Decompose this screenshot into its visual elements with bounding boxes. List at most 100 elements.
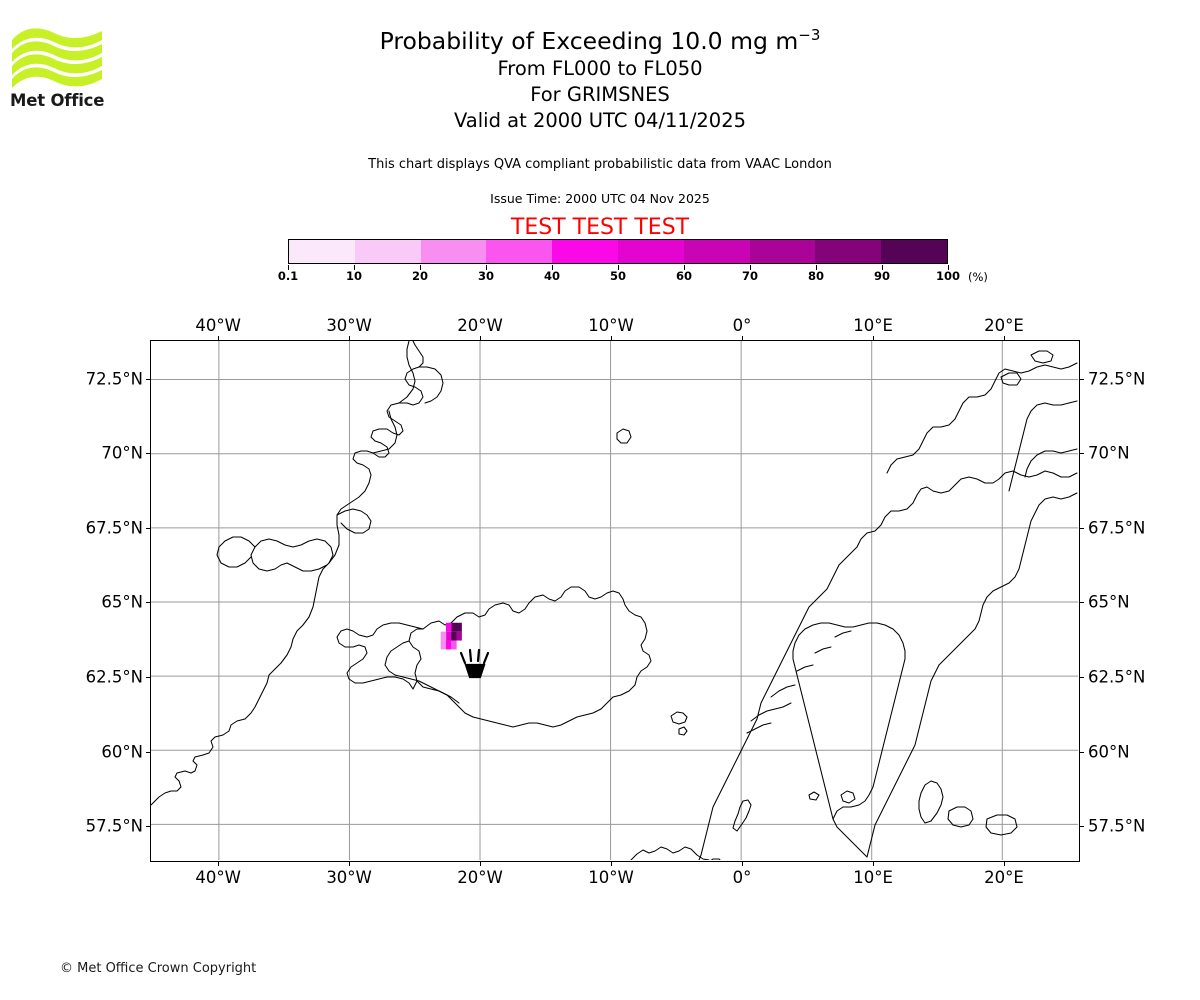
test-banner: TEST TEST TEST — [510, 215, 690, 240]
lon-tickmark-bottom-0 — [218, 862, 220, 866]
chart-title-block: Probability of Exceeding 10.0 mg m−3 Fro… — [130, 26, 1070, 134]
colorbar-tick-label-10: 100 — [935, 269, 961, 283]
lon-tickmark-top-6 — [1004, 336, 1006, 340]
colorbar-swatch-8 — [815, 240, 882, 263]
title-valid-time: Valid at 2000 UTC 04/11/2025 — [453, 109, 747, 132]
met-office-logo: Met Office — [10, 24, 114, 116]
lat-tick-label-right-3: 65°N — [1088, 592, 1130, 612]
lat-tick-label-left-1: 70°N — [101, 443, 143, 463]
lat-tick-label-right-6: 57.5°N — [1088, 816, 1146, 836]
colorbar-tick-0 — [288, 265, 289, 270]
colorbar-tick-label-2: 20 — [411, 269, 429, 283]
title-volcano: For GRIMSNES — [530, 83, 670, 106]
colorbar-swatch-4 — [552, 240, 618, 263]
colorbar-tick-label-5: 50 — [609, 269, 627, 283]
ash-cell-1 — [456, 622, 462, 632]
colorbar-tick-7 — [750, 265, 751, 270]
map-canvas — [151, 341, 1078, 860]
lon-tickmark-bottom-4 — [742, 862, 744, 866]
lat-tick-label-left-4: 62.5°N — [85, 667, 143, 687]
lon-tick-label-bottom-3: 10°W — [588, 868, 634, 887]
lat-tick-label-left-6: 57.5°N — [85, 816, 143, 836]
colorbar-tick-9 — [882, 265, 883, 270]
ash-cell-3 — [445, 631, 452, 641]
met-office-logo-text: Met Office — [10, 91, 105, 110]
lat-tickmark-left-3 — [146, 602, 150, 604]
lat-tickmark-left-5 — [146, 751, 150, 753]
colorbar-tick-label-7: 70 — [741, 269, 759, 283]
lon-tick-label-bottom-4: 0° — [732, 868, 752, 887]
lon-tick-label-top-1: 30°W — [326, 316, 372, 335]
lon-tickmark-bottom-5 — [873, 862, 875, 866]
lat-tickmark-right-1 — [1080, 453, 1084, 455]
colorbar-tick-8 — [816, 265, 817, 270]
lon-tick-label-bottom-6: 20°E — [984, 868, 1024, 887]
coastlines — [151, 341, 1078, 860]
colorbar-swatch-6 — [683, 240, 750, 263]
lon-tick-label-top-5: 10°E — [853, 316, 893, 335]
colorbar-tick-label-3: 30 — [477, 269, 495, 283]
lat-tickmark-right-6 — [1080, 826, 1084, 828]
colorbar-tick-3 — [486, 265, 487, 270]
colorbar-tick-label-1: 10 — [345, 269, 363, 283]
colorbar-tick-6 — [684, 265, 685, 270]
lon-tickmark-top-3 — [611, 336, 613, 340]
lat-tickmark-left-2 — [146, 527, 150, 529]
lat-tickmark-left-6 — [146, 826, 150, 828]
lon-tick-label-bottom-1: 30°W — [326, 868, 372, 887]
colorbar-tick-labels: 0.1 10 20 30 40 50 60 70 80 90 100 — [278, 269, 960, 285]
lon-tickmark-top-0 — [218, 336, 220, 340]
ash-cell-9 — [451, 640, 457, 650]
lon-tickmark-bottom-2 — [480, 862, 482, 866]
colorbar-swatch-5 — [617, 240, 684, 263]
colorbar-tick-1 — [354, 265, 355, 270]
lat-tick-label-left-3: 65°N — [101, 592, 143, 612]
lat-tick-label-left-2: 67.5°N — [85, 518, 143, 538]
page-title: Probability of Exceeding 10.0 mg m−3 — [130, 26, 1070, 56]
lon-tick-label-top-4: 0° — [732, 316, 752, 335]
lon-tickmark-top-5 — [873, 336, 875, 340]
lon-tickmark-top-4 — [742, 336, 744, 340]
lat-tick-label-right-0: 72.5°N — [1088, 369, 1146, 389]
lon-tick-label-top-2: 20°W — [457, 316, 503, 335]
colorbar-tick-4 — [552, 265, 553, 270]
lon-tick-label-top-0: 40°W — [195, 316, 241, 335]
ash-cell-5 — [456, 631, 462, 641]
colorbar-tick-5 — [618, 265, 619, 270]
map-plot-area[interactable] — [150, 340, 1080, 862]
issue-time: Issue Time: 2000 UTC 04 Nov 2025 — [490, 191, 710, 206]
lat-tickmark-right-5 — [1080, 751, 1084, 753]
colorbar-swatches — [288, 239, 948, 264]
ash-cell-7 — [440, 640, 447, 650]
lat-tickmark-left-1 — [146, 453, 150, 455]
colorbar-unit-label: (%) — [968, 270, 988, 284]
lat-tickmark-right-0 — [1080, 378, 1084, 380]
page-title-superscript: −3 — [798, 26, 821, 45]
colorbar-tick-label-0: 0.1 — [277, 269, 299, 283]
colorbar-swatch-7 — [749, 240, 816, 263]
lon-tickmark-bottom-6 — [1004, 862, 1006, 866]
ash-cell-6 — [440, 631, 447, 641]
lat-tickmark-left-0 — [146, 378, 150, 380]
colorbar-swatch-1 — [354, 240, 421, 263]
colorbar-swatch-9 — [881, 240, 947, 263]
page-title-text: Probability of Exceeding 10.0 mg m — [379, 27, 799, 55]
lon-tickmark-top-2 — [480, 336, 482, 340]
lat-tick-label-right-4: 62.5°N — [1088, 667, 1146, 687]
met-office-wave-mark — [12, 28, 102, 88]
volcano-marker-icon — [459, 648, 490, 679]
lat-tick-label-right-1: 70°N — [1088, 443, 1130, 463]
lat-tickmark-right-2 — [1080, 527, 1084, 529]
ash-cell-8 — [445, 640, 452, 650]
colorbar-tick-label-6: 60 — [675, 269, 693, 283]
colorbar-tick-label-4: 40 — [543, 269, 561, 283]
lon-tick-label-bottom-0: 40°W — [195, 868, 241, 887]
map-gridlines — [151, 341, 1078, 860]
colorbar-tick-label-8: 80 — [807, 269, 825, 283]
lat-tickmark-right-4 — [1080, 677, 1084, 679]
lat-tick-label-right-2: 67.5°N — [1088, 518, 1146, 538]
colorbar-swatch-3 — [486, 240, 553, 263]
lat-tick-label-left-5: 60°N — [101, 742, 143, 762]
ash-cell-4 — [451, 631, 457, 641]
lat-tickmark-right-3 — [1080, 602, 1084, 604]
